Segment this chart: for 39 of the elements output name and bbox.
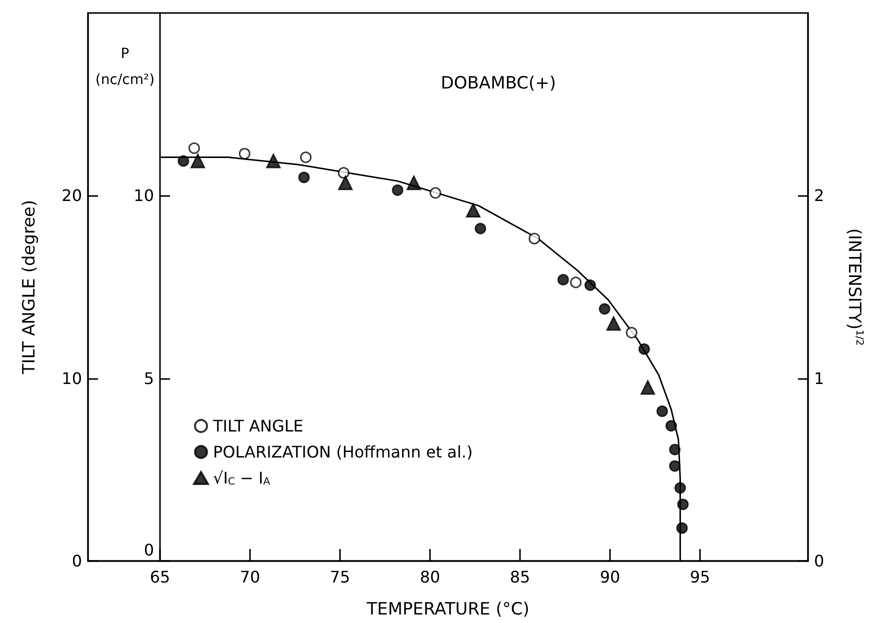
- point: [430, 187, 442, 199]
- y2-tick-label: 5: [144, 368, 154, 388]
- point: [466, 203, 480, 218]
- y3-tick-label: 2: [814, 186, 824, 206]
- x-tick-label: 80: [420, 568, 440, 586]
- y-tick-label: 10: [62, 368, 82, 388]
- annotation: DOBAMBC(+): [440, 74, 556, 94]
- y3-axis-title: (INTENSITY)1/2: [844, 228, 864, 346]
- point: [640, 380, 656, 395]
- legend-label: POLARIZATION (Hoffmann et al.): [213, 442, 473, 462]
- y-axis-title: TILT ANGLE (degree): [20, 200, 40, 376]
- y2-axis-title: P (nc/cm²): [95, 46, 155, 88]
- point: [300, 152, 312, 164]
- x-tick-label: 95: [690, 568, 710, 586]
- point: [606, 316, 621, 331]
- point: [406, 176, 422, 190]
- y3-tick-label: 1: [814, 368, 824, 388]
- legend-label: √IC − IA: [213, 468, 270, 488]
- y2-tick-label: 0: [144, 540, 154, 560]
- point: [266, 154, 281, 168]
- y3-tick-label: 0: [814, 552, 824, 570]
- x-tick-label: 85: [510, 568, 530, 586]
- point: [188, 142, 200, 154]
- point: [528, 232, 540, 244]
- y2-tick-label: 10: [134, 186, 154, 206]
- x-tick-label: 65: [150, 568, 170, 586]
- y-tick-label: 20: [62, 186, 82, 206]
- x-tick-label: 70: [240, 568, 260, 586]
- legend-label: TILT ANGLE: [212, 416, 304, 436]
- point: [626, 326, 638, 338]
- x-axis-title: TEMPERATURE (°C): [366, 600, 530, 620]
- x-tick-label: 90: [600, 568, 620, 586]
- y-tick-label: 0: [72, 552, 82, 570]
- point: [338, 167, 350, 179]
- point: [570, 276, 582, 288]
- point: [190, 154, 206, 168]
- point: [238, 148, 250, 160]
- x-tick-label: 75: [330, 568, 350, 586]
- point: [338, 176, 353, 190]
